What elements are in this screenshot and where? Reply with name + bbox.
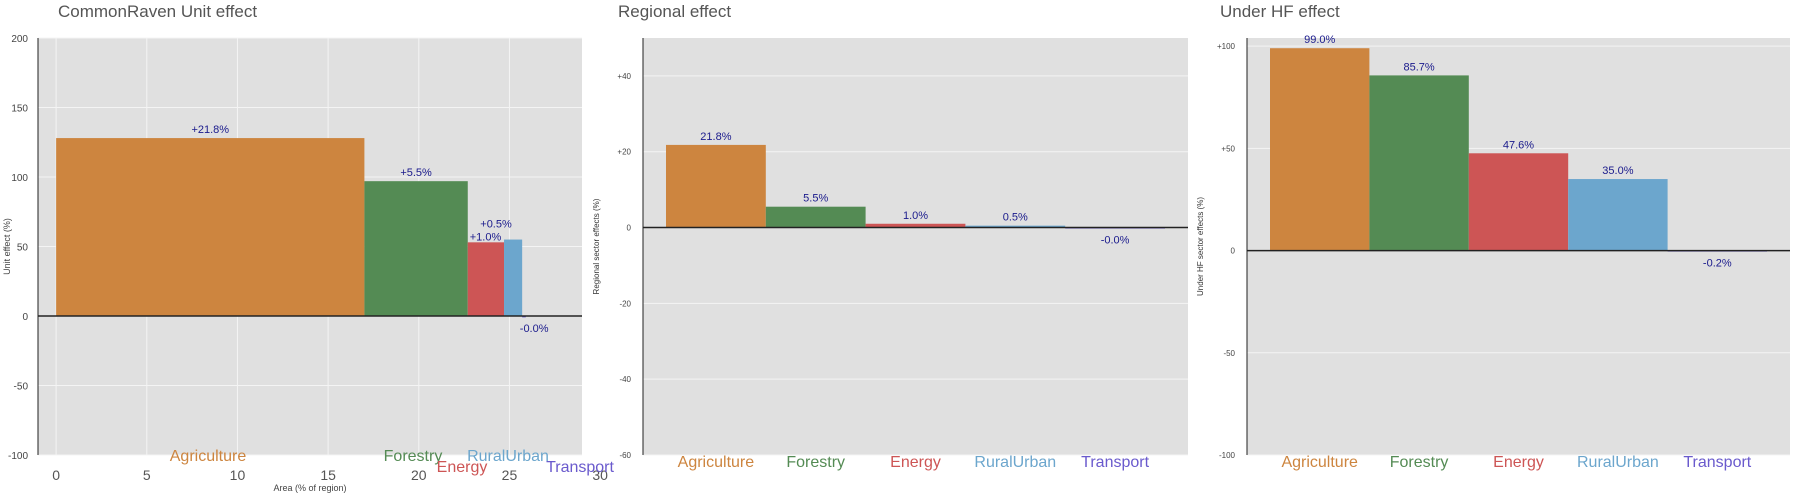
bar-value-label: 21.8% [700,131,731,143]
category-label-transport: Transport [1683,454,1751,471]
bar-value-label: 35.0% [1602,165,1633,177]
y-axis-label: Regional sector effects (%) [592,198,601,294]
bar-value-label: -0.2% [1703,258,1732,270]
bar-value-label: +0.5% [480,219,512,231]
y-tick-label: 0 [1231,247,1236,256]
category-label-forestry: Forestry [384,448,443,465]
chart-title: Under HF effect [1220,2,1340,21]
category-label-forestry: Forestry [786,454,845,471]
y-tick-label: +100 [1217,42,1236,51]
bar-forestry [1369,75,1469,251]
category-label-agriculture: Agriculture [678,454,755,471]
bar-agriculture [56,138,365,316]
bar-agriculture [1270,48,1370,251]
bar-value-label: 1.0% [903,210,928,222]
category-label-ruralurban: RuralUrban [1577,454,1659,471]
y-tick-label: +50 [1221,144,1235,153]
bar-value-label: +21.8% [191,124,229,136]
bar-agriculture [666,144,766,228]
bar-value-label: -0.0% [520,323,549,335]
x-tick-label: 30 [592,467,608,483]
bar-value-label: 0.5% [1003,212,1028,224]
x-tick-label: 20 [411,467,427,483]
y-axis-label: Under HF sector effects (%) [1196,197,1205,296]
y-tick-label: +40 [617,72,631,81]
y-tick-label: -50 [1223,349,1235,358]
category-label-energy: Energy [890,454,941,471]
bar-ruralurban [1568,179,1668,251]
category-label-ruralurban: RuralUrban [974,454,1056,471]
y-tick-label: -100 [1219,451,1236,460]
category-label-ruralurban: RuralUrban [467,448,549,465]
category-label-agriculture: Agriculture [1281,454,1358,471]
bar-forestry [364,181,468,316]
bar-value-label: -0.0% [1101,235,1130,247]
unit-effect-chart: CommonRaven Unit effect 0 5 10 15 20 25 30 -100… [0,0,614,500]
y-tick-label: -100 [8,451,28,462]
x-tick-label: 15 [320,467,336,483]
bar-value-label: 5.5% [803,193,828,205]
category-label-transport: Transport [1081,454,1149,471]
x-tick-label: 5 [143,467,151,483]
bar-energy [1468,153,1569,251]
chart-title: Regional effect [618,2,732,21]
category-label-agriculture: Agriculture [170,448,247,465]
bar-energy [467,242,505,316]
under-hf-effect-chart: Under HF effect -100 -50 0 +50 +100 99.0% Agri… [1196,0,1800,500]
bar-value-label: +5.5% [400,167,432,179]
unit-effect-plot: 0 5 10 15 20 25 30 -100 -50 0 50 100 150 200 +21.8% +5.… [2,34,614,493]
category-label-energy: Energy [437,459,488,476]
y-tick-label: -60 [619,451,631,460]
bar-ruralurban [504,239,523,316]
y-tick-label: 50 [17,243,29,254]
bar-value-label: 47.6% [1503,139,1534,151]
y-tick-label: 0 [22,312,28,323]
x-axis-label: Area (% of region) [273,483,346,493]
bar-value-label: 99.0% [1304,34,1335,46]
bar-value-label: +1.0% [470,231,502,243]
bar-value-label: 85.7% [1403,61,1434,73]
bar-forestry [765,206,866,228]
bar-energy [865,223,966,228]
x-tick-label: 25 [502,467,518,483]
y-tick-label: -50 [14,382,29,393]
y-tick-label: -40 [619,375,631,384]
under-hf-effect-plot: -100 -50 0 +50 +100 99.0% Agriculture 85.7% Fore… [1196,34,1790,471]
bar-ruralurban [965,225,1066,228]
x-tick-label: 10 [230,467,246,483]
y-axis-label: Unit effect (%) [2,218,12,275]
category-label-transport: Transport [546,459,614,476]
y-tick-label: 100 [11,173,28,184]
plot-background [643,38,1188,455]
category-label-forestry: Forestry [1390,454,1449,471]
regional-effect-chart: Regional effect -60 -40 -20 0 +20 +40 21.8% Agr… [592,0,1200,500]
y-tick-label: 200 [11,34,28,45]
y-tick-label: 150 [11,104,28,115]
y-tick-label: +20 [617,148,631,157]
regional-effect-plot: -60 -40 -20 0 +20 +40 21.8% Agriculture 5.5% Fore… [592,38,1188,471]
category-label-energy: Energy [1493,454,1544,471]
y-tick-label: 0 [627,224,632,233]
x-tick-label: 0 [52,467,60,483]
y-tick-label: -20 [619,299,631,308]
chart-title: CommonRaven Unit effect [58,2,258,21]
